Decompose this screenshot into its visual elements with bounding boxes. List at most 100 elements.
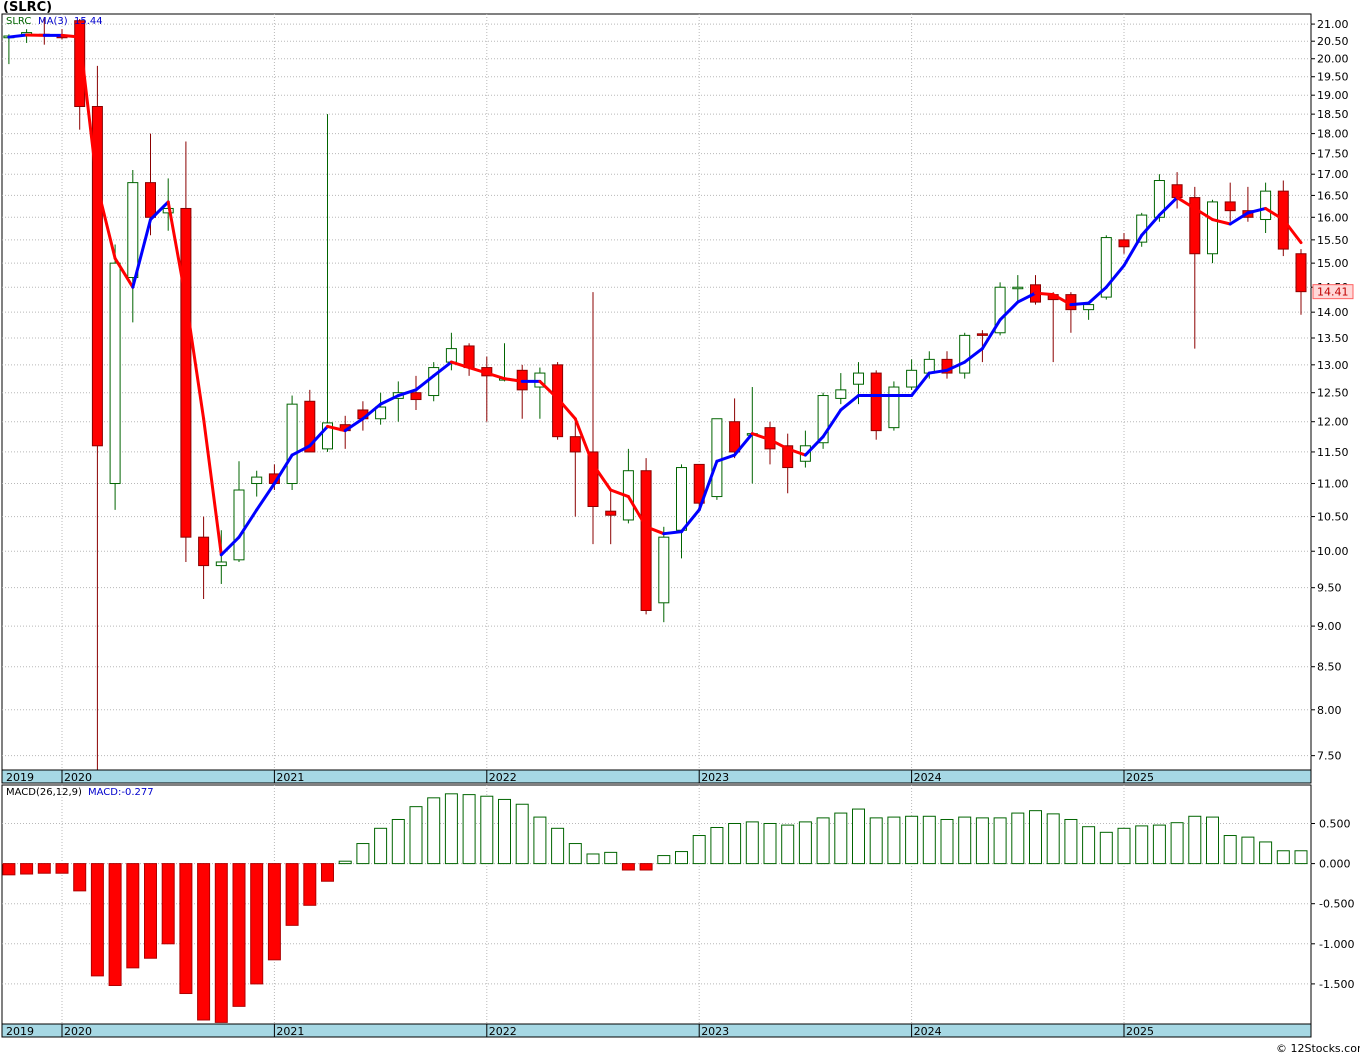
last-price-label: 14.41 bbox=[1317, 286, 1349, 299]
candle-body bbox=[782, 445, 794, 469]
ma3-segment bbox=[786, 447, 807, 457]
candle-body bbox=[304, 400, 316, 453]
macd-bar bbox=[692, 835, 706, 865]
candle-body bbox=[1260, 190, 1272, 221]
macd-bar bbox=[710, 827, 724, 865]
macd-bar bbox=[427, 797, 441, 865]
price-grid bbox=[2, 14, 1311, 770]
ma3-segment bbox=[379, 394, 400, 406]
candle bbox=[410, 375, 422, 410]
macd-bar bbox=[1259, 841, 1273, 865]
ma3-segment bbox=[733, 432, 754, 457]
price-axis-label: 14.00 bbox=[1317, 306, 1349, 319]
ma3-segment bbox=[680, 508, 701, 534]
ma3-segment bbox=[1211, 218, 1232, 226]
ma3-segment bbox=[591, 462, 613, 492]
macd-bar bbox=[1276, 850, 1290, 865]
ma3-segment bbox=[414, 374, 436, 392]
ma3-segment bbox=[432, 360, 453, 378]
ma3-segment bbox=[219, 535, 241, 557]
macd-bar bbox=[975, 817, 989, 865]
price-axis-label: 16.00 bbox=[1317, 211, 1349, 224]
candle bbox=[782, 433, 794, 494]
price-axis-label: 17.00 bbox=[1317, 168, 1349, 181]
macd-axis-label: -1.500 bbox=[1319, 978, 1354, 991]
macd-bar bbox=[869, 817, 883, 865]
candle-body bbox=[1083, 304, 1095, 311]
price-axis-label: 7.50 bbox=[1317, 750, 1342, 763]
macd-bar bbox=[1046, 813, 1060, 865]
ma3-segment bbox=[998, 300, 1020, 322]
year-label: 2022 bbox=[489, 1025, 517, 1038]
ma3-segment bbox=[1281, 218, 1303, 245]
price-axis-label: 15.50 bbox=[1317, 234, 1349, 247]
macd-axis-label: 0.000 bbox=[1319, 858, 1351, 871]
macd-bar bbox=[303, 863, 317, 906]
price-axis-label: 10.50 bbox=[1317, 511, 1349, 524]
candle bbox=[959, 332, 971, 379]
macd-bar bbox=[905, 815, 919, 865]
candle-body bbox=[552, 364, 564, 438]
price-axis-label: 12.50 bbox=[1317, 387, 1349, 400]
candle-body bbox=[445, 348, 457, 363]
macd-axis-label: -0.500 bbox=[1319, 898, 1354, 911]
candle-body bbox=[1100, 237, 1112, 298]
price-year-band: 2019 2020 2021 2022 2023 2024 2025 bbox=[1, 769, 1312, 784]
ma3-segment bbox=[697, 459, 719, 512]
ma3-segment bbox=[1246, 206, 1268, 215]
price-axis-label: 15.00 bbox=[1317, 257, 1349, 270]
ma3-segment bbox=[396, 388, 418, 398]
macd-bar bbox=[444, 793, 458, 865]
ma3-segment bbox=[95, 185, 117, 260]
ma3-segment bbox=[609, 488, 630, 499]
macd-bar bbox=[551, 827, 565, 865]
ma3-segment bbox=[644, 525, 666, 536]
candle-body bbox=[1012, 286, 1024, 290]
macd-bar bbox=[834, 812, 848, 865]
macd-bar bbox=[781, 824, 795, 865]
macd-bar bbox=[1206, 816, 1219, 865]
chart-title: (SLRC) bbox=[3, 0, 53, 15]
candle-body bbox=[835, 389, 847, 399]
macd-bar bbox=[232, 863, 246, 1007]
candle-body bbox=[1189, 197, 1201, 255]
ma3-segment bbox=[715, 453, 737, 463]
macd-bar bbox=[940, 818, 954, 865]
price-panel-frame bbox=[1, 13, 1312, 771]
ma3-segment bbox=[1034, 291, 1055, 297]
ma3-segment bbox=[449, 360, 471, 370]
year-label: 2020 bbox=[64, 771, 92, 784]
candle-body bbox=[994, 286, 1006, 334]
year-band bbox=[1, 1023, 1312, 1038]
candle-body bbox=[109, 262, 121, 485]
candle-body bbox=[888, 386, 900, 429]
ma3-segment bbox=[255, 482, 276, 512]
ma3-segment bbox=[485, 371, 506, 381]
candle bbox=[693, 463, 705, 507]
candle-body bbox=[729, 421, 741, 453]
price-axis-label: 8.50 bbox=[1317, 661, 1342, 674]
ma3-segment bbox=[1140, 213, 1161, 237]
year-label: 2022 bbox=[489, 771, 517, 784]
year-label: 2019 bbox=[6, 1025, 34, 1038]
price-axis-label: 9.00 bbox=[1317, 620, 1342, 633]
candle-body bbox=[1118, 239, 1130, 248]
macd-bar bbox=[144, 863, 157, 959]
ma3-segment bbox=[963, 347, 984, 364]
legend-ma-value: 15.44 bbox=[74, 16, 103, 27]
macd-bar bbox=[1170, 822, 1184, 865]
ma3-segment bbox=[202, 417, 223, 557]
candle-body bbox=[251, 476, 263, 485]
macd-legend-value: MACD:-0.277 bbox=[88, 787, 154, 798]
macd-bar bbox=[1152, 824, 1166, 865]
price-axis-label: 9.50 bbox=[1317, 582, 1342, 595]
year-label: 2021 bbox=[276, 771, 304, 784]
candle-body bbox=[587, 451, 599, 507]
candle bbox=[322, 114, 333, 452]
ma3-segment bbox=[839, 394, 860, 412]
macd-bar bbox=[214, 863, 228, 1023]
candle-body bbox=[676, 467, 687, 531]
last-price-box bbox=[1312, 284, 1354, 300]
candle-body bbox=[233, 489, 245, 561]
